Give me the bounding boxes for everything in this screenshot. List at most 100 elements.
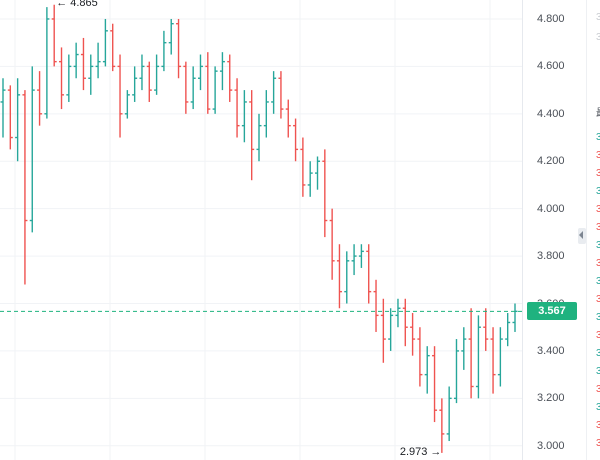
ohlc-bar[interactable] <box>263 90 269 138</box>
ohlc-bar[interactable] <box>124 90 130 119</box>
side-price-cell: 3 <box>596 420 600 432</box>
ohlc-bar[interactable] <box>307 161 313 197</box>
chart-canvas[interactable] <box>0 0 522 460</box>
ohlc-bar[interactable] <box>322 149 328 238</box>
ohlc-bar[interactable] <box>219 52 225 91</box>
side-header-value: 3 <box>596 32 600 44</box>
ohlc-bar[interactable] <box>205 52 211 114</box>
ohlc-bar[interactable] <box>432 346 438 423</box>
ohlc-bar[interactable] <box>183 61 189 114</box>
ohlc-bar[interactable] <box>344 251 350 304</box>
side-price-cell: 3 <box>596 312 600 324</box>
ohlc-bar[interactable] <box>373 279 379 332</box>
ohlc-bar[interactable] <box>37 71 43 126</box>
ohlc-bar[interactable] <box>190 66 196 110</box>
ohlc-bar[interactable] <box>249 90 255 181</box>
ohlc-bar[interactable] <box>197 54 203 91</box>
ohlc-bar[interactable] <box>417 327 423 387</box>
ohlc-bar[interactable] <box>271 71 277 114</box>
ohlc-bar[interactable] <box>132 66 138 102</box>
ohlc-bar[interactable] <box>110 23 116 72</box>
ohlc-bar[interactable] <box>300 137 306 197</box>
ohlc-bar[interactable] <box>512 303 518 332</box>
ohlc-bar[interactable] <box>278 71 284 119</box>
ohlc-bar[interactable] <box>7 85 13 150</box>
ohlc-bar[interactable] <box>15 78 21 162</box>
collapse-panel-button[interactable] <box>578 228 586 244</box>
side-price-cell: 3 <box>596 204 600 216</box>
ohlc-bar[interactable] <box>168 18 174 55</box>
ohlc-bar[interactable] <box>44 7 50 119</box>
side-price-cell: 3 <box>596 366 600 378</box>
ohlc-bar[interactable] <box>59 47 65 110</box>
ohlc-bar[interactable] <box>73 42 79 79</box>
ohlc-bar[interactable] <box>256 113 262 162</box>
side-price-cell: 3 <box>596 330 600 342</box>
ohlc-bar[interactable] <box>95 42 101 79</box>
right-arrow-icon: → <box>427 445 442 458</box>
price-tick-label: 4.600 <box>537 60 565 73</box>
ohlc-bar[interactable] <box>212 66 218 114</box>
ohlc-bar[interactable] <box>161 30 167 72</box>
ohlc-bar[interactable] <box>293 118 299 162</box>
ohlc-bar[interactable] <box>402 298 408 347</box>
ohlc-bar[interactable] <box>475 315 481 399</box>
left-arrow-icon: ← <box>56 0 71 9</box>
high-price-label: 4.865 <box>70 0 98 9</box>
ohlc-bar[interactable] <box>22 90 28 285</box>
ohlc-bar[interactable] <box>51 4 57 67</box>
ohlc-bar[interactable] <box>315 156 321 190</box>
ohlc-bar[interactable] <box>285 99 291 138</box>
side-price-cell: 3 <box>596 402 600 414</box>
ohlc-bar[interactable] <box>388 308 394 351</box>
ohlc-bar[interactable] <box>490 327 496 394</box>
ohlc-bar[interactable] <box>410 312 416 356</box>
ohlc-bar[interactable] <box>80 37 86 91</box>
price-axis[interactable]: 4.8004.6004.4004.2004.0003.8003.6003.400… <box>522 0 579 460</box>
price-tick-label: 3.000 <box>537 439 565 452</box>
ohlc-bar[interactable] <box>227 54 233 102</box>
ohlc-bar[interactable] <box>395 298 401 328</box>
ohlc-bar[interactable] <box>146 61 152 102</box>
side-label: 最 <box>596 108 600 120</box>
ohlc-bar[interactable] <box>117 54 123 138</box>
side-price-cell: 3 <box>596 168 600 180</box>
low-price-annotation: 2.973 → <box>400 446 442 458</box>
ohlc-bar[interactable] <box>366 244 372 304</box>
ohlc-bar[interactable] <box>176 18 182 79</box>
price-tick-label: 4.200 <box>537 155 565 168</box>
ohlc-bar[interactable] <box>88 54 94 95</box>
ohlc-bar[interactable] <box>446 386 452 442</box>
price-tick-label: 3.200 <box>537 392 565 405</box>
ohlc-bar[interactable] <box>358 244 364 268</box>
price-tick-label: 3.400 <box>537 344 565 357</box>
ohlc-bar[interactable] <box>234 78 240 138</box>
ohlc-bar[interactable] <box>483 308 489 351</box>
ohlc-bar[interactable] <box>66 54 72 102</box>
ohlc-bar[interactable] <box>29 66 35 233</box>
ohlc-bar[interactable] <box>468 308 474 399</box>
ohlc-bar[interactable] <box>380 298 386 363</box>
ohlc-bar[interactable] <box>461 327 467 370</box>
ohlc-bar[interactable] <box>351 244 357 276</box>
side-price-cell: 3 <box>596 186 600 198</box>
ohlc-bar[interactable] <box>0 78 6 138</box>
ohlc-bar[interactable] <box>139 54 145 91</box>
side-price-cell: 3 <box>596 150 600 162</box>
ohlc-bar[interactable] <box>102 18 108 67</box>
ohlc-bar[interactable] <box>154 54 160 95</box>
price-chart[interactable]: ← 4.865 2.973 → <box>0 0 522 460</box>
ohlc-bar[interactable] <box>424 346 430 394</box>
ohlc-bar[interactable] <box>439 398 445 453</box>
ohlc-bar[interactable] <box>453 339 459 404</box>
ohlc-bar[interactable] <box>329 208 335 280</box>
ohlc-bar[interactable] <box>497 327 503 387</box>
side-header-value: 3 <box>596 12 600 24</box>
side-price-cell: 3 <box>596 348 600 360</box>
ohlc-bar[interactable] <box>336 244 342 309</box>
side-price-cell: 3 <box>596 258 600 270</box>
ohlc-bar[interactable] <box>505 312 511 347</box>
ohlc-bar[interactable] <box>241 90 247 143</box>
last-price-badge: 3.567 <box>527 302 577 321</box>
side-panel[interactable]: 3 3 最 3 3 3 3 3 3 3 3 3 3 3 3 3 3 3 3 3 3 <box>586 0 600 460</box>
